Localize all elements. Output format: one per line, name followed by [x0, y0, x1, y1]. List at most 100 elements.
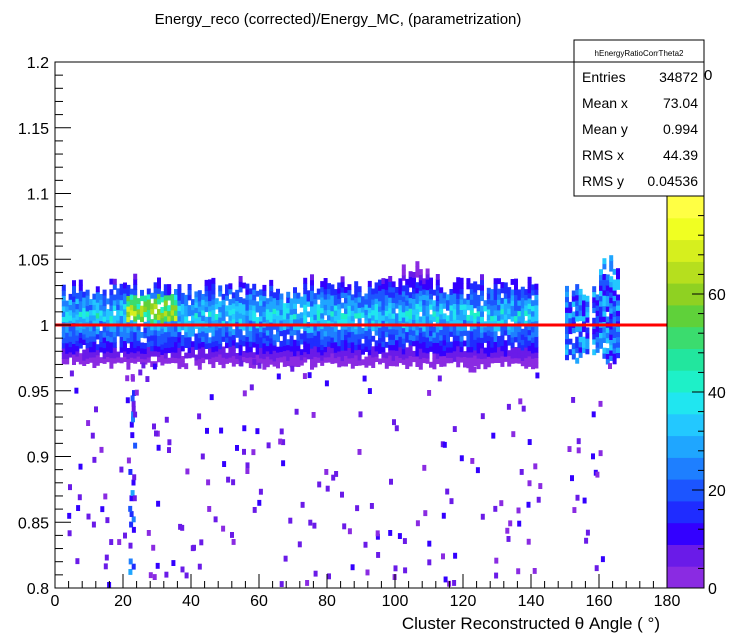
heatmap-cell — [517, 357, 522, 364]
heatmap-cell — [259, 299, 263, 306]
heatmap-cell — [374, 329, 379, 336]
heatmap-cell — [146, 351, 151, 358]
heatmap-cell — [75, 313, 80, 320]
heatmap-cell — [163, 342, 168, 348]
heatmap-cell — [347, 294, 352, 301]
heatmap-cell — [218, 311, 223, 318]
heatmap-cell — [126, 358, 131, 365]
heatmap-cell — [427, 540, 432, 547]
heatmap-cell — [592, 307, 597, 314]
heatmap-cell — [330, 337, 335, 343]
heatmap-cell — [75, 303, 80, 310]
heatmap-cell — [133, 315, 138, 322]
heatmap-cell — [129, 357, 134, 363]
heatmap-cell — [500, 329, 505, 336]
heatmap-cell — [500, 350, 505, 357]
heatmap-cell — [187, 352, 192, 359]
heatmap-cell — [306, 290, 311, 297]
heatmap-cell — [531, 352, 535, 359]
heatmap-cell — [310, 290, 314, 296]
stats-value: 34872 — [659, 69, 698, 85]
heatmap-cell — [357, 291, 362, 298]
heatmap-cell — [157, 277, 161, 284]
heatmap-cell — [154, 430, 158, 437]
x-tick-label: 180 — [654, 593, 681, 610]
heatmap-cell — [272, 318, 277, 325]
heatmap-cell — [119, 346, 124, 353]
heatmap-cell — [367, 338, 372, 345]
heatmap-cell — [408, 281, 413, 288]
heatmap-cell — [514, 352, 518, 359]
heatmap-cell — [575, 494, 580, 501]
heatmap-cell — [276, 373, 281, 380]
heatmap-cell — [191, 351, 195, 358]
heatmap-cell — [490, 299, 495, 306]
heatmap-cell — [133, 336, 138, 343]
heatmap-cell — [170, 357, 175, 363]
heatmap-cell — [320, 291, 325, 298]
heatmap-cell — [255, 343, 260, 350]
heatmap-cell — [401, 290, 406, 297]
heatmap-cell — [333, 299, 338, 306]
heatmap-cell — [459, 351, 464, 358]
heatmap-cell — [524, 310, 529, 317]
heatmap-cell — [456, 329, 461, 336]
heatmap-cell — [323, 346, 328, 353]
heatmap-cell — [510, 331, 515, 338]
heatmap-cell — [106, 330, 110, 336]
heatmap-cell — [449, 341, 454, 348]
heatmap-cell — [245, 325, 250, 332]
heatmap-cell — [167, 294, 172, 301]
heatmap-cell — [197, 563, 202, 570]
heatmap-cell — [78, 353, 83, 360]
heatmap-cell — [129, 293, 134, 300]
heatmap-cell — [527, 318, 532, 325]
heatmap-cell — [466, 351, 471, 358]
heatmap-cell — [425, 352, 430, 359]
heatmap-cell — [466, 330, 471, 337]
heatmap-cell — [174, 299, 178, 306]
heatmap-cell — [313, 570, 318, 577]
heatmap-cell — [174, 304, 178, 311]
heatmap-cell — [92, 330, 97, 337]
heatmap-cell — [354, 344, 359, 351]
heatmap-cell — [371, 335, 376, 342]
heatmap-cell — [136, 350, 141, 357]
heatmap-cell — [531, 331, 535, 338]
heatmap-cell — [340, 334, 345, 341]
x-tick-label: 120 — [450, 593, 477, 610]
heatmap-cell — [116, 325, 121, 332]
heatmap-cell — [391, 318, 396, 325]
heatmap-cell — [422, 304, 427, 311]
heatmap-cell — [119, 294, 124, 301]
heatmap-cell — [320, 360, 325, 366]
heatmap-cell — [452, 329, 457, 336]
heatmap-cell — [95, 317, 100, 324]
heatmap-cell — [503, 303, 508, 310]
heatmap-cell — [568, 317, 573, 324]
heatmap-cell — [331, 474, 336, 481]
heatmap-cell — [441, 512, 446, 519]
heatmap-cell — [538, 483, 543, 489]
heatmap-cell — [109, 347, 114, 353]
heatmap-cell — [204, 343, 209, 349]
heatmap-cell — [208, 326, 212, 333]
heatmap-cell — [306, 311, 311, 318]
heatmap-cell — [608, 363, 612, 369]
heatmap-cell — [316, 341, 321, 348]
heatmap-cell — [371, 314, 376, 321]
heatmap-cell — [405, 363, 410, 369]
heatmap-cell — [262, 290, 267, 297]
heatmap-cell — [367, 280, 372, 287]
heatmap-cell — [524, 357, 529, 364]
heatmap-cell — [468, 366, 473, 373]
heatmap-cell — [123, 298, 127, 305]
heatmap-cell — [136, 356, 141, 362]
heatmap-cell — [480, 305, 484, 312]
heatmap-cell — [578, 304, 583, 311]
heatmap-cell — [449, 310, 454, 316]
heatmap-cell — [469, 304, 474, 311]
heatmap-cell — [585, 348, 590, 355]
heatmap-cell — [514, 336, 518, 343]
heatmap-cell — [571, 397, 576, 403]
